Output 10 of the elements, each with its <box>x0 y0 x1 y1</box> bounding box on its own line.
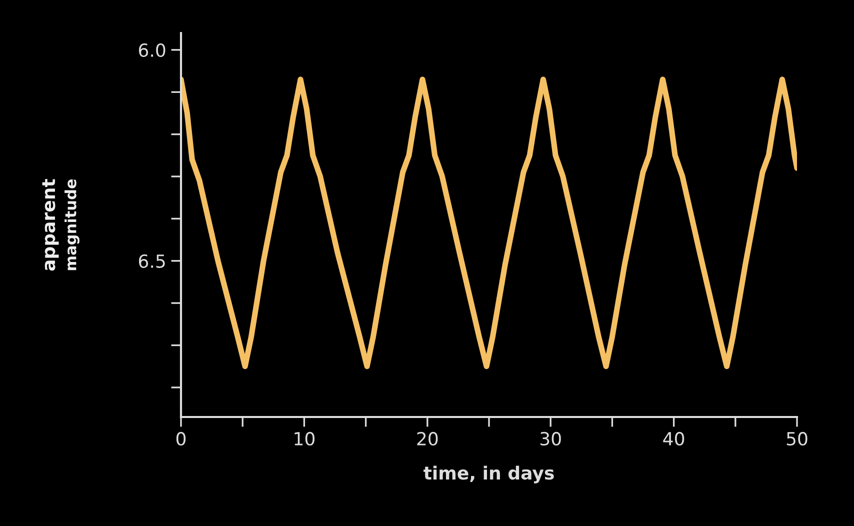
x-tick-label: 10 <box>294 432 314 446</box>
x-tick-label: 20 <box>417 432 438 446</box>
y-tick-label: 6.0 <box>138 43 166 57</box>
x-tick-label: 30 <box>540 432 561 446</box>
x-tick-label: 40 <box>663 432 684 446</box>
x-axis-title: time, in days <box>424 466 554 484</box>
y-tick-label: 6.5 <box>138 254 165 268</box>
x-tick-label: 50 <box>786 432 808 446</box>
x-tick-label: 0 <box>176 432 186 446</box>
y-axis-title: apparent magnitude <box>42 178 80 271</box>
